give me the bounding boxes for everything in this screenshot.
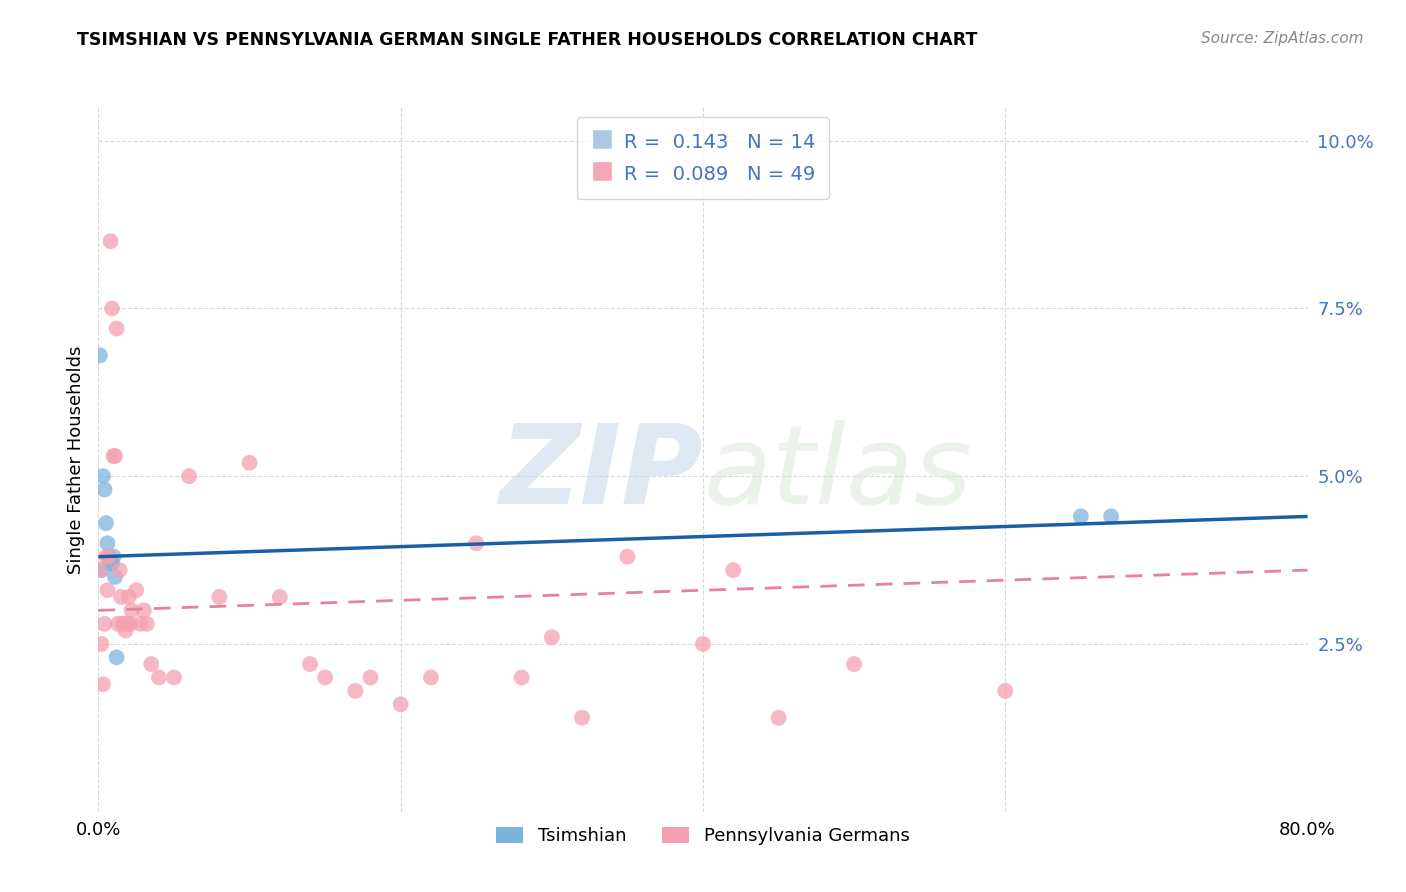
Point bbox=[104, 570, 127, 584]
Point bbox=[93, 483, 115, 497]
Point bbox=[93, 616, 115, 631]
Point bbox=[179, 469, 201, 483]
Text: Source: ZipAtlas.com: Source: ZipAtlas.com bbox=[1201, 31, 1364, 46]
Point bbox=[129, 616, 152, 631]
Point bbox=[89, 563, 111, 577]
Point bbox=[94, 549, 117, 564]
Y-axis label: Single Father Households: Single Father Households bbox=[66, 345, 84, 574]
Point bbox=[90, 637, 112, 651]
Point bbox=[208, 590, 231, 604]
Point bbox=[420, 671, 443, 685]
Point bbox=[121, 603, 143, 617]
Point bbox=[96, 536, 118, 550]
Point bbox=[111, 616, 134, 631]
Point bbox=[114, 624, 136, 638]
Point bbox=[107, 616, 129, 631]
Point bbox=[844, 657, 866, 671]
Point bbox=[90, 563, 112, 577]
Point bbox=[299, 657, 322, 671]
Point bbox=[112, 616, 135, 631]
Point bbox=[1099, 509, 1122, 524]
Point bbox=[103, 449, 125, 463]
Point bbox=[344, 684, 367, 698]
Point bbox=[89, 348, 111, 362]
Point bbox=[360, 671, 382, 685]
Point bbox=[540, 630, 562, 644]
Point bbox=[239, 456, 262, 470]
Point bbox=[163, 671, 186, 685]
Point bbox=[101, 301, 124, 316]
Point bbox=[91, 677, 114, 691]
Legend: Tsimshian, Pennsylvania Germans: Tsimshian, Pennsylvania Germans bbox=[489, 820, 917, 852]
Point bbox=[108, 563, 131, 577]
Point bbox=[115, 616, 138, 631]
Point bbox=[465, 536, 488, 550]
Text: atlas: atlas bbox=[703, 420, 972, 527]
Point bbox=[96, 583, 118, 598]
Point bbox=[571, 711, 593, 725]
Point bbox=[100, 234, 122, 248]
Point bbox=[148, 671, 170, 685]
Point bbox=[98, 549, 121, 564]
Point bbox=[994, 684, 1017, 698]
Point bbox=[98, 549, 121, 564]
Point bbox=[105, 321, 128, 335]
Point bbox=[103, 549, 125, 564]
Point bbox=[314, 671, 336, 685]
Point bbox=[91, 469, 114, 483]
Point bbox=[125, 583, 148, 598]
Point bbox=[616, 549, 638, 564]
Point bbox=[768, 711, 790, 725]
Point bbox=[135, 616, 157, 631]
Point bbox=[100, 557, 122, 571]
Point bbox=[141, 657, 163, 671]
Point bbox=[105, 650, 128, 665]
Point bbox=[389, 698, 412, 712]
Point bbox=[120, 616, 142, 631]
Point bbox=[1070, 509, 1092, 524]
Point bbox=[104, 449, 127, 463]
Point bbox=[101, 557, 124, 571]
Text: ZIP: ZIP bbox=[499, 420, 703, 527]
Point bbox=[723, 563, 745, 577]
Point bbox=[94, 516, 117, 530]
Point bbox=[510, 671, 533, 685]
Point bbox=[118, 590, 141, 604]
Point bbox=[692, 637, 714, 651]
Point bbox=[269, 590, 291, 604]
Point bbox=[132, 603, 155, 617]
Text: TSIMSHIAN VS PENNSYLVANIA GERMAN SINGLE FATHER HOUSEHOLDS CORRELATION CHART: TSIMSHIAN VS PENNSYLVANIA GERMAN SINGLE … bbox=[77, 31, 977, 49]
Point bbox=[110, 590, 132, 604]
